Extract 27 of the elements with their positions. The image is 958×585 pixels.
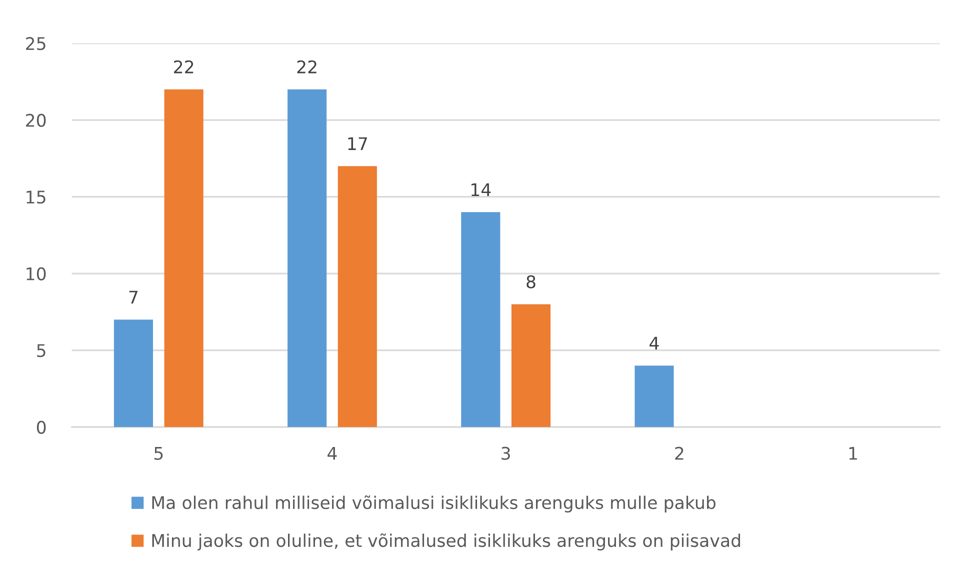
data-label: 22 (297, 60, 316, 74)
bar (511, 304, 551, 428)
data-label: 7 (129, 290, 138, 304)
bar (634, 366, 674, 428)
bar (164, 89, 204, 428)
data-label: 17 (348, 137, 367, 150)
data-label: 22 (174, 60, 194, 74)
y-tick-label: 15 (26, 190, 46, 204)
x-tick-label: 3 (502, 446, 510, 460)
data-label: 4 (650, 336, 659, 350)
data-label: 8 (526, 275, 536, 288)
x-tick-label: 2 (675, 446, 684, 460)
x-tick-label: 5 (154, 447, 163, 460)
legend-label: Minu jaoks on oluline, et võimalused isiklikuks arenguks on piisavad (152, 533, 740, 550)
bar (114, 320, 154, 428)
y-tick-label: 0 (36, 420, 46, 434)
legend-label: Ma olen rahul milliseid võimalusi isiklikuks arenguks mulle pakub (152, 495, 716, 513)
bar (338, 166, 377, 428)
x-tick-label: 4 (328, 447, 337, 460)
bar (288, 89, 327, 428)
bar (461, 212, 500, 428)
y-tick-label: 25 (26, 37, 46, 50)
x-tick-label: 1 (849, 447, 857, 460)
y-tick-label: 5 (37, 344, 46, 358)
y-tick-label: 10 (26, 267, 46, 280)
data-label: 14 (472, 183, 491, 196)
y-tick-label: 20 (26, 114, 46, 127)
